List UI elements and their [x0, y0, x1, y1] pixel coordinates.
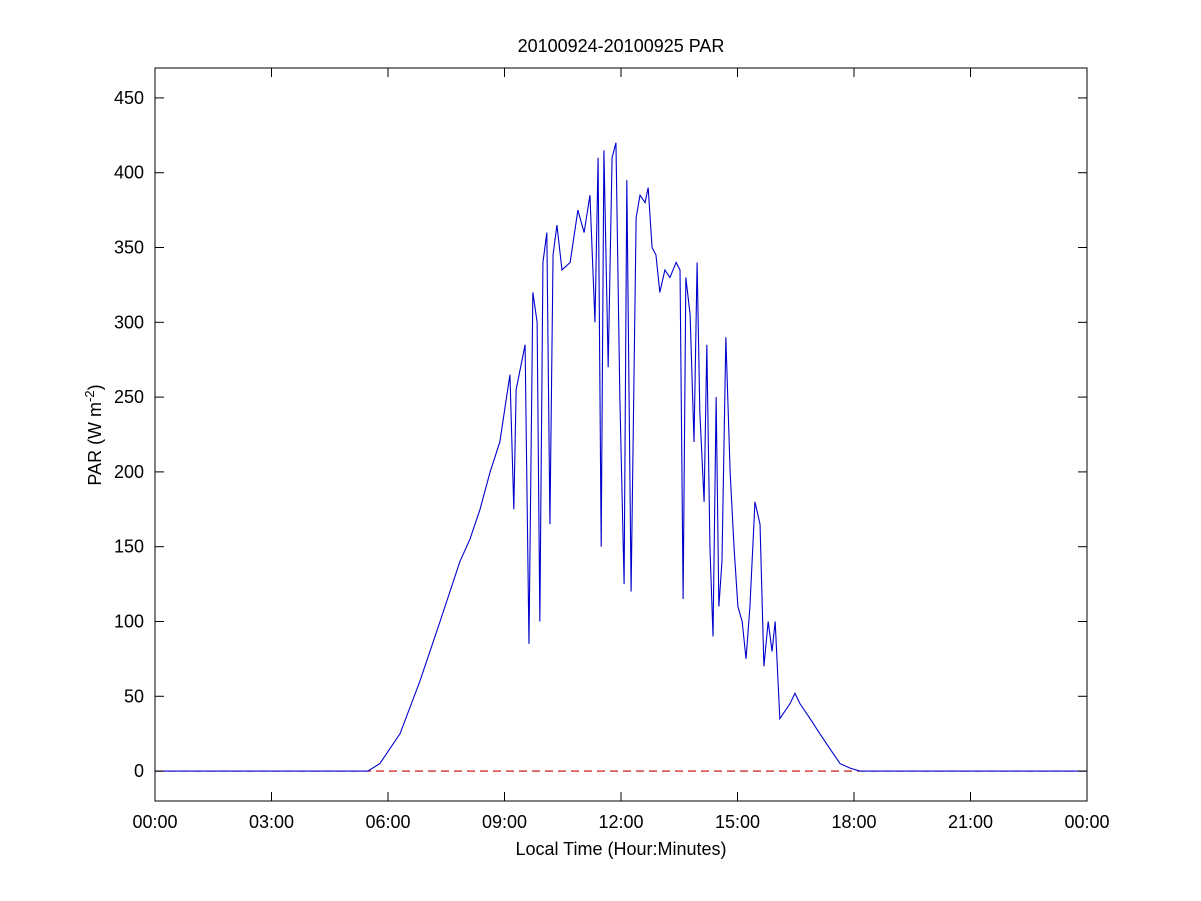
y-tick-label: 50: [124, 686, 144, 706]
y-tick-label: 150: [114, 537, 144, 557]
y-tick-label: 450: [114, 88, 144, 108]
y-tick-label: 300: [114, 312, 144, 332]
y-tick-label: 400: [114, 163, 144, 183]
x-tick-label: 21:00: [948, 812, 993, 832]
x-tick-label: 03:00: [249, 812, 294, 832]
x-tick-label: 18:00: [831, 812, 876, 832]
x-tick-label: 09:00: [482, 812, 527, 832]
y-tick-label: 200: [114, 462, 144, 482]
x-tick-label: 00:00: [1064, 812, 1109, 832]
y-tick-label: 0: [134, 761, 144, 781]
x-tick-label: 15:00: [715, 812, 760, 832]
x-axis-label: Local Time (Hour:Minutes): [515, 839, 726, 859]
x-tick-label: 12:00: [598, 812, 643, 832]
y-tick-label: 350: [114, 238, 144, 258]
y-axis-label-sup: -2: [82, 390, 97, 402]
x-tick-label: 06:00: [365, 812, 410, 832]
x-tick-label: 00:00: [132, 812, 177, 832]
y-axis-label-text: PAR (W m: [85, 402, 105, 486]
y-tick-label: 250: [114, 387, 144, 407]
y-axis-label: PAR (W m-2): [82, 384, 106, 485]
y-tick-label: 100: [114, 611, 144, 631]
data-line: [155, 142, 1087, 772]
chart-title: 20100924-20100925 PAR: [518, 36, 725, 56]
y-axis-label-end: ): [85, 384, 105, 390]
